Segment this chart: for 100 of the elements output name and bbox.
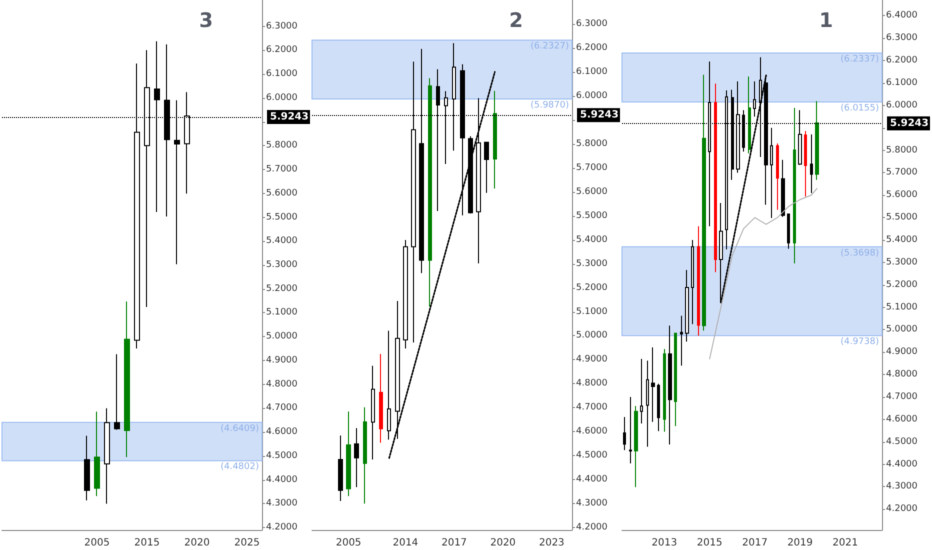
y-tick-label: 5.7000 xyxy=(576,162,608,173)
annotation: (6.2337) xyxy=(840,54,879,64)
y-tick-label: 4.7000 xyxy=(576,402,608,413)
y-tick-label: 5.2000 xyxy=(266,284,298,294)
candlestick xyxy=(680,315,683,366)
candlestick xyxy=(810,134,813,194)
y-tick-label: 4.3000 xyxy=(266,498,298,509)
candlestick xyxy=(770,127,773,219)
y-tick-label: 5.3000 xyxy=(886,257,918,268)
y-tick-label: 4.6000 xyxy=(576,426,608,437)
y-tick-label: 5.4000 xyxy=(886,234,918,245)
candlestick xyxy=(94,411,100,497)
x-tick-label: 2020 xyxy=(184,538,210,548)
y-tick-label: 5.8000 xyxy=(266,140,298,151)
candlestick xyxy=(387,330,391,440)
annotation: (4.9738) xyxy=(840,337,879,348)
candlestick xyxy=(787,213,790,250)
candlestick xyxy=(674,332,677,427)
candlestick xyxy=(646,360,649,448)
y-tick-label: 5.2000 xyxy=(886,280,918,290)
annotation: (6.2327) xyxy=(530,42,569,52)
y-tick-label: 5.7000 xyxy=(266,164,298,175)
candlestick xyxy=(104,408,110,504)
y-tick-label: 5.1000 xyxy=(576,306,608,317)
y-tick-label: 6.2000 xyxy=(886,56,918,66)
y-tick-label: 5.7000 xyxy=(886,168,918,178)
annotation: (5.9870) xyxy=(530,100,569,111)
y-tick-label: 6.4000 xyxy=(886,10,918,21)
x-tick-label: 2014 xyxy=(392,538,418,548)
candlestick xyxy=(403,240,408,349)
candlestick xyxy=(640,358,643,424)
x-tick-label: 2021 xyxy=(832,538,858,548)
y-tick-label: 5.3000 xyxy=(576,258,608,269)
y-tick-label: 4.7000 xyxy=(266,403,298,414)
candlestick xyxy=(363,406,367,504)
line-series xyxy=(709,188,818,360)
candlestick xyxy=(804,130,807,197)
y-tick-label: 4.2000 xyxy=(576,522,608,533)
x-tick-label: 2005 xyxy=(84,538,110,548)
candlestick xyxy=(484,142,489,194)
candlestick xyxy=(657,383,660,432)
y-tick-label: 4.8000 xyxy=(886,370,918,380)
y-tick-label: 5.3000 xyxy=(266,260,298,270)
y-tick-label: 5.2000 xyxy=(576,282,608,293)
y-tick-label: 6.0000 xyxy=(886,100,918,110)
y-tick-label: 4.2000 xyxy=(886,504,918,514)
annotation: (5.3698) xyxy=(840,248,879,258)
candlestick xyxy=(781,159,785,218)
y-tick-label: 6.2000 xyxy=(266,45,298,56)
candlestick xyxy=(668,325,672,446)
y-tick-label: 4.4000 xyxy=(266,474,298,485)
candlestick xyxy=(379,353,383,444)
candlestick xyxy=(691,239,694,325)
annotation: 1 xyxy=(819,8,834,32)
y-tick-label: 6.2000 xyxy=(576,42,608,53)
x-tick-label: 2017 xyxy=(742,538,768,548)
candlestick xyxy=(428,78,432,307)
y-tick-label: 6.3000 xyxy=(886,33,918,44)
annotation: (4.6409) xyxy=(220,424,259,434)
y-tick-label: 4.4000 xyxy=(886,459,918,470)
y-tick-label: 5.4000 xyxy=(266,236,298,246)
y-tick-label: 4.9000 xyxy=(576,354,608,365)
y-tick-label: 4.9000 xyxy=(886,347,918,358)
candlestick xyxy=(84,435,90,501)
y-tick-label: 6.0000 xyxy=(576,90,608,101)
candlestick xyxy=(776,142,779,210)
annotation: (6.0155) xyxy=(840,103,879,114)
y-tick-label: 5.8000 xyxy=(886,145,918,156)
y-tick-label: 5.6000 xyxy=(886,190,918,200)
annotation: 2 xyxy=(509,8,524,32)
candlestick xyxy=(395,300,400,440)
y-tick-label: 5.5000 xyxy=(266,212,298,222)
y-tick-label: 4.5000 xyxy=(886,436,918,447)
y-tick-label: 6.3000 xyxy=(576,18,608,29)
y-tick-label: 4.7000 xyxy=(886,392,918,402)
y-tick-label: 5.0000 xyxy=(886,324,918,335)
x-tick-label: 2023 xyxy=(538,538,564,548)
ref-line-label: 5.9243 xyxy=(890,118,929,129)
ref-line-label: 5.9243 xyxy=(270,111,309,122)
x-tick-label: 2015 xyxy=(696,538,722,548)
candlestick xyxy=(651,346,655,422)
candlestick xyxy=(629,396,632,464)
x-tick-label: 2013 xyxy=(652,538,678,548)
candlestick xyxy=(354,428,359,488)
x-tick-label: 2015 xyxy=(134,538,160,548)
x-tick-label: 2025 xyxy=(234,538,260,548)
y-tick-label: 5.6000 xyxy=(266,188,298,198)
candlestick xyxy=(338,435,343,502)
candlestick xyxy=(623,416,626,451)
candlestick xyxy=(493,90,497,189)
y-tick-label: 5.4000 xyxy=(576,234,608,245)
y-tick-label: 5.5000 xyxy=(886,212,918,223)
y-tick-label: 4.3000 xyxy=(886,482,918,492)
candlestick xyxy=(663,348,666,432)
y-tick-label: 4.3000 xyxy=(576,498,608,509)
y-tick-label: 4.5000 xyxy=(266,450,298,461)
candlestick xyxy=(793,107,796,264)
y-tick-label: 6.3000 xyxy=(266,21,298,32)
y-tick-label: 5.5000 xyxy=(576,210,608,221)
ref-line-label: 5.9243 xyxy=(580,110,619,121)
